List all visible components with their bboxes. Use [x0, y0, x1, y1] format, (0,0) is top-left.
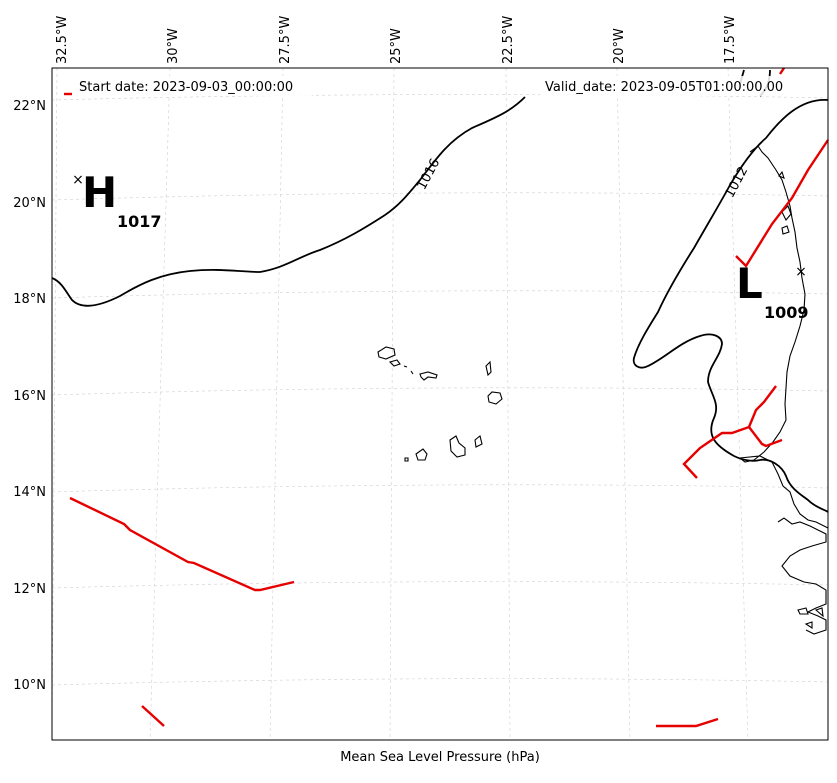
isobar-1012	[632, 99, 829, 462]
low-pressure-center: × L 1009	[736, 259, 809, 322]
lon-tick: 20°W	[612, 28, 627, 64]
lat-tick: 20°N	[13, 196, 46, 211]
graticule	[51, 67, 829, 741]
lat-tick: 16°N	[13, 389, 46, 404]
lon-tick: 27.5°W	[278, 16, 293, 64]
lat-tick: 14°N	[13, 485, 46, 500]
isobar-1016	[51, 96, 526, 307]
african-coastline	[738, 145, 829, 635]
lat-tick: 18°N	[13, 292, 46, 307]
lon-tick: 25°W	[389, 28, 404, 64]
valid-date-label: Valid_date: 2023-09-05T01:00:00.00	[545, 80, 783, 95]
x-axis-label: Mean Sea Level Pressure (hPa)	[340, 750, 540, 765]
low-value: 1009	[764, 303, 809, 322]
isobar-label-1016: 1016	[415, 156, 444, 192]
fronts	[69, 67, 829, 728]
cape-verde-islands	[377, 346, 503, 462]
high-pressure-center: × H 1017	[72, 168, 161, 231]
lat-tick: 10°N	[13, 678, 46, 693]
high-letter: H	[82, 168, 117, 217]
map-frame	[51, 67, 829, 741]
longitude-ticks: 32.5°W 30°W 27.5°W 25°W 22.5°W 20°W 17.5…	[55, 16, 738, 64]
isobar-label-1012: 1012	[723, 164, 752, 200]
high-value: 1017	[117, 212, 162, 231]
legend: Start date: 2023-09-03_00:00:00 Valid_da…	[62, 76, 806, 96]
lat-tick: 22°N	[13, 99, 46, 114]
low-center-marker-icon: ×	[795, 264, 807, 280]
start-date-label: Start date: 2023-09-03_00:00:00	[79, 80, 293, 95]
lon-tick: 32.5°W	[55, 16, 70, 64]
lon-tick: 30°W	[166, 28, 181, 64]
high-center-marker-icon: ×	[72, 172, 84, 188]
lon-tick: 22.5°W	[501, 16, 516, 64]
lat-tick: 12°N	[13, 582, 46, 597]
isobars	[51, 69, 829, 513]
low-letter: L	[736, 259, 763, 308]
latitude-ticks: 22°N 20°N 18°N 16°N 14°N 12°N 10°N	[13, 99, 46, 693]
lon-tick: 17.5°W	[723, 16, 738, 64]
